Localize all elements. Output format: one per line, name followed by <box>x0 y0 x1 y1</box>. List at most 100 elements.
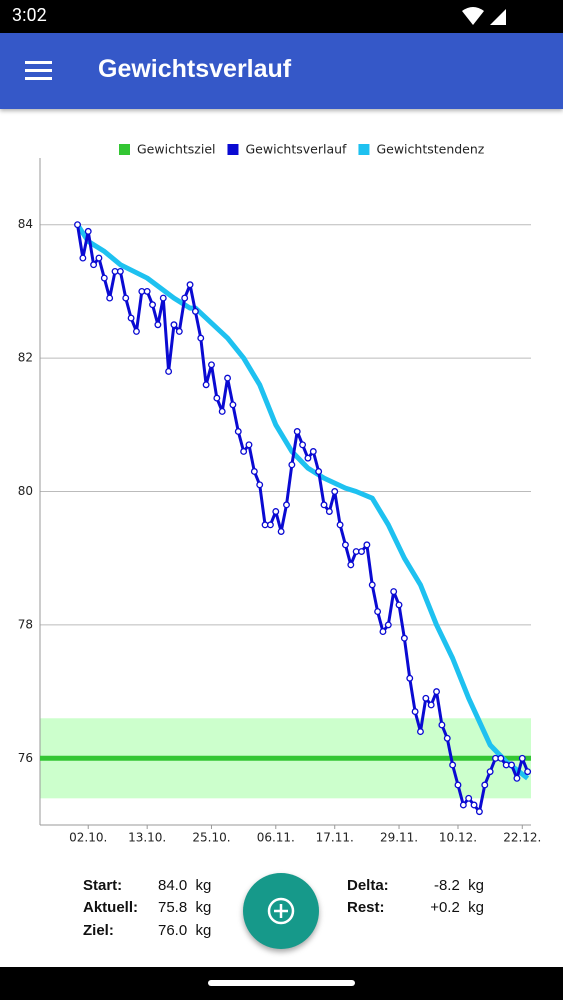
point <box>266 521 274 529</box>
legend-swatch <box>358 144 370 155</box>
point <box>406 674 414 682</box>
point <box>256 481 264 489</box>
point <box>320 501 328 509</box>
point <box>336 521 344 529</box>
point <box>143 287 151 295</box>
point <box>417 728 424 736</box>
point <box>277 528 285 535</box>
point <box>213 394 221 402</box>
stat-label: Rest: <box>347 899 385 916</box>
point <box>390 588 398 595</box>
y-tick-label: 84 <box>18 217 33 231</box>
point <box>133 327 140 335</box>
x-tick-label: 13.10. <box>128 831 166 845</box>
point <box>465 794 473 802</box>
point <box>197 334 205 342</box>
point <box>363 541 371 549</box>
point <box>411 708 419 716</box>
point <box>443 734 451 742</box>
point <box>175 327 183 335</box>
legend-swatch <box>119 144 130 155</box>
point <box>481 781 489 789</box>
app-title: Gewichtsverlauf <box>98 55 292 83</box>
point <box>181 294 189 302</box>
point <box>427 701 435 709</box>
point <box>127 314 135 322</box>
point <box>240 448 248 455</box>
point <box>84 227 92 235</box>
point <box>245 441 253 449</box>
point <box>400 634 408 642</box>
point <box>208 361 215 369</box>
legend-label: Gewichtsziel <box>137 142 215 157</box>
stat-label: Delta: <box>347 877 389 894</box>
point <box>486 768 494 776</box>
point <box>170 321 178 329</box>
point <box>299 441 307 449</box>
point <box>513 774 521 782</box>
point <box>229 401 237 409</box>
point <box>186 281 194 289</box>
point <box>202 381 210 389</box>
menu-button[interactable] <box>25 60 52 82</box>
point <box>122 294 130 302</box>
app-bar: Gewichtsverlauf <box>0 33 563 109</box>
point <box>497 754 505 762</box>
point <box>325 508 333 515</box>
point <box>524 768 532 776</box>
point <box>470 801 478 809</box>
legend-swatch <box>227 144 239 155</box>
point <box>90 261 98 269</box>
point <box>454 781 462 789</box>
stat-value: 76.0 kg <box>158 922 212 939</box>
point <box>191 307 199 315</box>
x-tick-label: 25.10. <box>192 831 230 845</box>
nav-bar <box>0 967 563 1000</box>
point <box>154 321 162 329</box>
point <box>165 367 173 375</box>
point <box>449 761 457 769</box>
point <box>309 448 317 455</box>
point <box>224 374 232 382</box>
point <box>341 541 349 549</box>
point <box>358 548 365 555</box>
point <box>272 508 280 515</box>
add-icon <box>267 897 295 925</box>
x-tick-label: 29.11. <box>380 831 418 845</box>
y-tick-label: 80 <box>18 484 33 498</box>
chart: 76 78 80 82 84 02.10. 13.10. 25.10. 06.11. 17.11.… <box>18 142 542 845</box>
point <box>508 761 516 769</box>
y-tick-label: 78 <box>18 617 33 631</box>
point <box>395 601 403 609</box>
y-tick-label: 82 <box>18 351 33 365</box>
x-tick-label: 10.12. <box>439 831 477 845</box>
point <box>304 454 312 462</box>
status-bar: 3:02 <box>0 0 563 33</box>
stat-label: Ziel: <box>83 922 114 939</box>
x-tick-label: 22.12. <box>503 831 541 845</box>
stat-label: Start: <box>83 877 123 894</box>
home-indicator[interactable] <box>208 980 355 986</box>
point <box>347 561 355 569</box>
point <box>218 408 226 415</box>
point <box>79 254 87 262</box>
point <box>100 274 108 282</box>
legend-label: Gewichtstendenz <box>376 142 484 157</box>
point <box>116 267 124 275</box>
series-line <box>75 223 530 781</box>
point <box>293 428 301 435</box>
point <box>315 468 323 475</box>
stat-value: +0.2 kg <box>430 899 484 916</box>
point <box>475 808 483 816</box>
x-tick-label: 02.10. <box>69 831 107 845</box>
point <box>433 688 440 696</box>
point <box>368 581 376 589</box>
x-tick-label: 17.11. <box>316 831 354 845</box>
add-button[interactable] <box>243 873 319 949</box>
legend-label: Gewichtsverlauf <box>245 142 347 157</box>
point <box>438 721 446 729</box>
point <box>422 694 430 702</box>
stat-value: 75.8 kg <box>158 899 212 916</box>
point <box>95 254 103 262</box>
